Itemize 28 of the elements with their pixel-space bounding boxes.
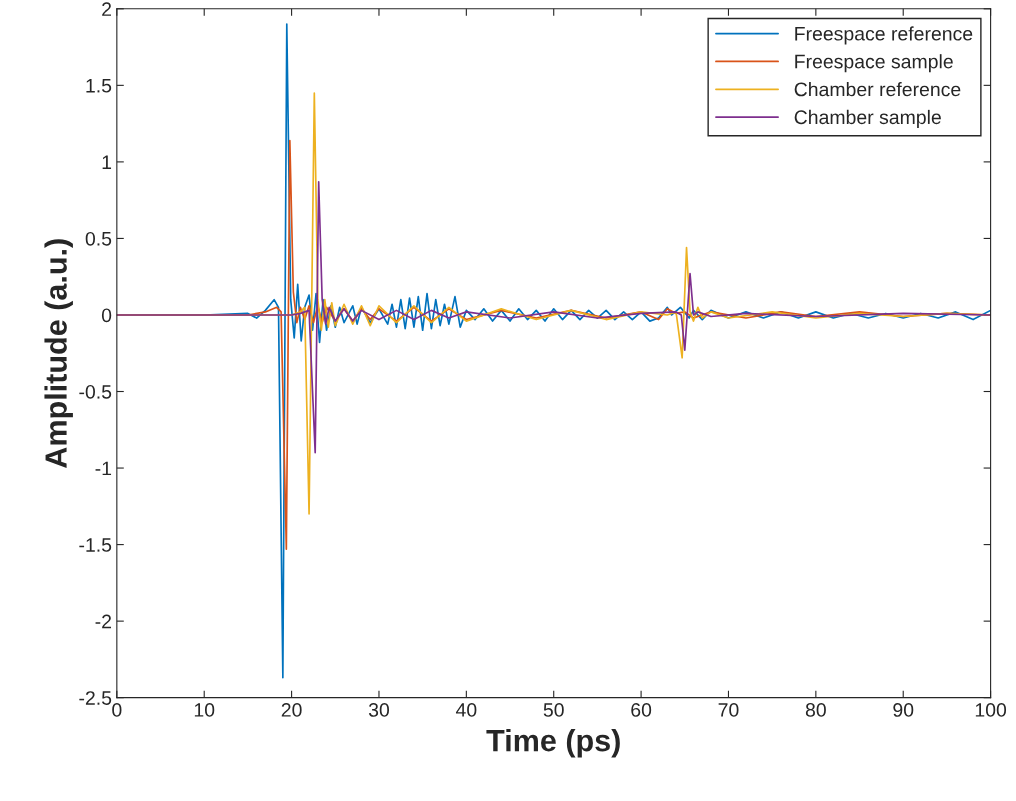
y-tick-label: 2 — [102, 2, 111, 16]
y-tick-label: -0.5 — [79, 384, 112, 399]
x-tick-label: 70 — [718, 703, 739, 717]
legend-label: Chamber sample — [794, 109, 941, 128]
x-tick-label: 40 — [455, 703, 477, 717]
x-tick-label: 30 — [368, 703, 390, 717]
y-tick-label: -1 — [95, 461, 112, 476]
x-tick-label: 10 — [194, 703, 215, 717]
legend-label: Freespace reference — [795, 26, 973, 45]
y-tick-label: -2 — [95, 614, 111, 629]
legend-label: Freespace sample — [795, 54, 953, 73]
y-tick-label: 0.5 — [85, 231, 112, 246]
x-axis-title: Time (ps) — [486, 728, 620, 758]
y-tick-label: -2.5 — [79, 691, 112, 705]
x-tick-label: 50 — [543, 703, 564, 717]
x-tick-label: 0 — [112, 703, 122, 717]
x-tick-label: 90 — [893, 703, 914, 717]
line-series — [116, 180, 991, 454]
y-tick-label: 1.5 — [86, 79, 112, 93]
y-tick-label: 1 — [102, 155, 112, 169]
y-axis-title: Amplitude (a.u.) — [44, 239, 73, 468]
y-tick-label: -1.5 — [79, 538, 112, 552]
x-tick-label: 100 — [975, 703, 1007, 717]
y-tick-label: 0 — [101, 308, 112, 323]
x-tick-label: 20 — [281, 703, 302, 717]
x-tick-label: 80 — [805, 703, 826, 717]
x-tick-label: 60 — [631, 703, 652, 717]
legend-label: Chamber reference — [794, 82, 961, 97]
